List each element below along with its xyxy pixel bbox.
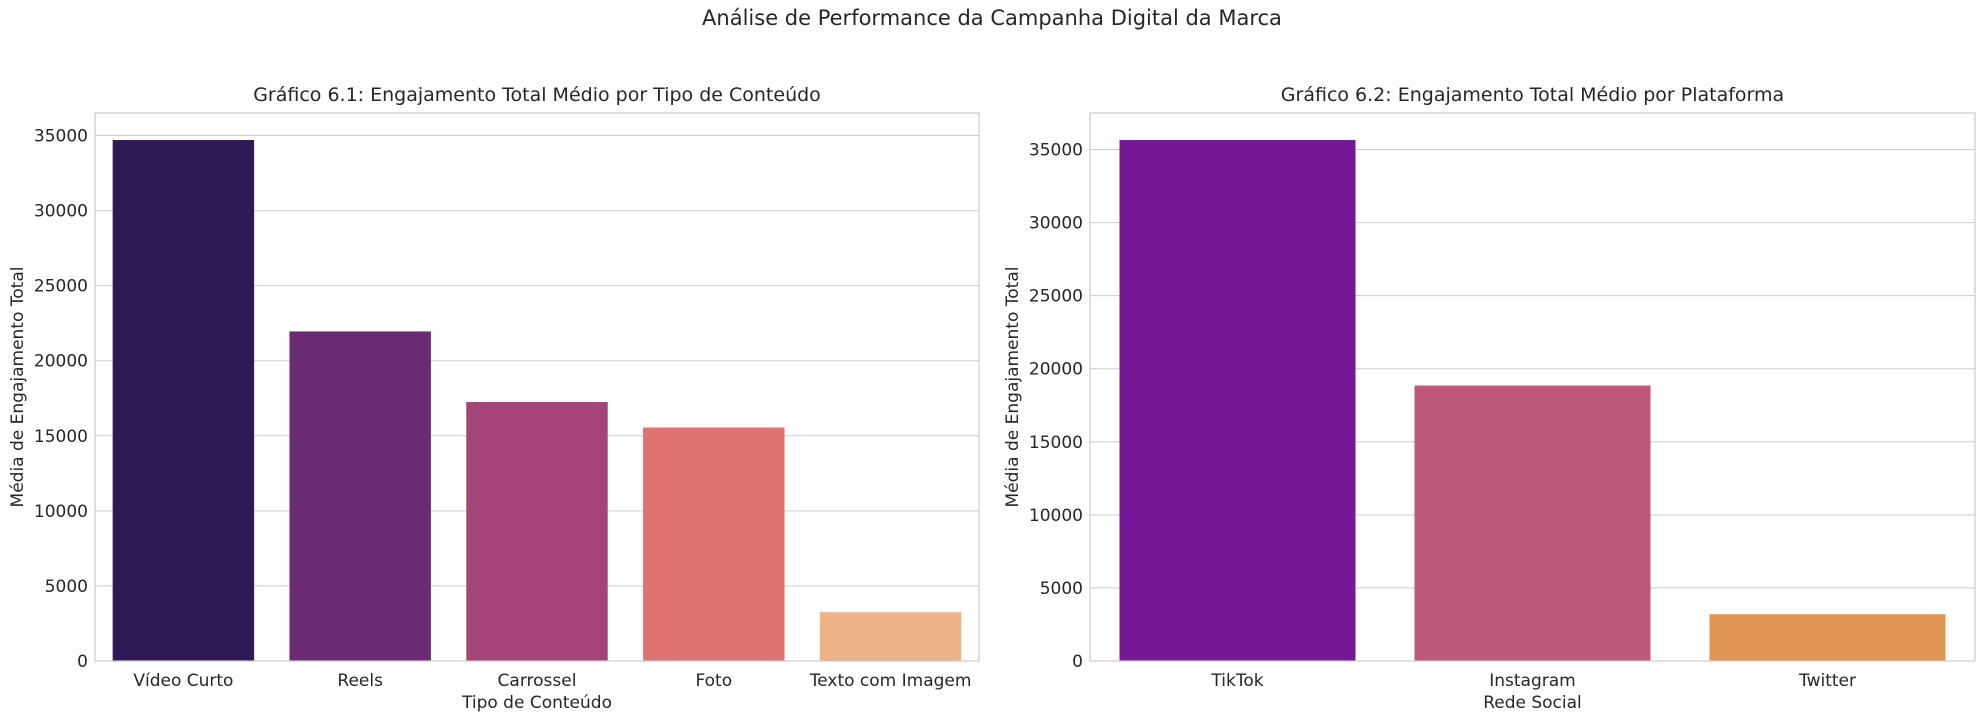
chart2-axes-frame: [1089, 112, 1976, 662]
chart1-bar-4: [819, 612, 962, 661]
chart2-ytick-label: 35000: [1029, 141, 1083, 161]
chart1-axes-frame: [94, 112, 980, 662]
chart2-xtick-label: TikTok: [1210, 671, 1263, 691]
chart1-xtick-label: Foto: [695, 671, 732, 691]
chart2-ytick-label: 30000: [1029, 214, 1083, 234]
chart1-title: Gráfico 6.1: Engajamento Total Médio por…: [253, 84, 821, 106]
chart1-ytick-label: 10000: [34, 502, 88, 522]
chart1-ytick-label: 35000: [34, 127, 88, 147]
chart1-ytick-label: 0: [77, 652, 88, 672]
chart1-ylabel: Média de Engajamento Total: [8, 267, 28, 508]
chart2-xlabel: Rede Social: [1483, 693, 1582, 713]
chart1-bar-0: [112, 140, 255, 661]
chart2-bar-0: [1119, 140, 1356, 661]
chart1-ytick-label: 25000: [34, 277, 88, 297]
figure-suptitle: Análise de Performance da Campanha Digit…: [702, 6, 1282, 30]
chart2-ytick-label: 10000: [1029, 506, 1083, 526]
chart2-ytick-label: 25000: [1029, 287, 1083, 307]
chart2-ylabel: Média de Engajamento Total: [1003, 267, 1023, 508]
chart1-ytick-label: 5000: [45, 577, 88, 597]
chart2-ytick-label: 0: [1072, 652, 1083, 672]
chart1-xtick-label: Vídeo Curto: [133, 671, 233, 691]
chart1-xtick-label: Reels: [337, 671, 383, 691]
chart1-ytick-label: 20000: [34, 352, 88, 372]
chart1-xtick-label: Texto com Imagem: [809, 671, 972, 691]
chart1-xtick-label: Carrossel: [498, 671, 577, 691]
chart2-ytick-label: 20000: [1029, 360, 1083, 380]
chart2-xtick-label: Instagram: [1489, 671, 1576, 691]
chart1-bar-2: [466, 402, 608, 661]
chart2-title: Gráfico 6.2: Engajamento Total Médio por…: [1281, 84, 1784, 106]
chart1-ytick-label: 30000: [34, 202, 88, 222]
chart2-ytick-label: 5000: [1040, 579, 1083, 599]
chart2-xtick-label: Twitter: [1798, 671, 1856, 691]
chart2-bar-2: [1709, 614, 1946, 661]
chart2-bar-1: [1414, 385, 1651, 661]
chart1-bar-1: [289, 331, 431, 661]
chart2-ytick-label: 15000: [1029, 433, 1083, 453]
chart1-xlabel: Tipo de Conteúdo: [461, 693, 612, 713]
chart1-ytick-label: 15000: [34, 427, 88, 447]
chart1-bar-3: [643, 427, 785, 661]
